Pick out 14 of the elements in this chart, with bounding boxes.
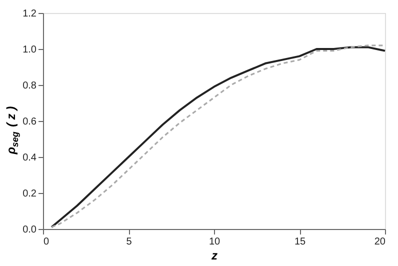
- y-tick-label: 0.6: [22, 116, 37, 128]
- y-tick-label: 0.8: [22, 80, 37, 92]
- x-tick-label: 15: [294, 236, 306, 248]
- y-tick-label: 1.0: [22, 44, 37, 56]
- x-axis-title: z: [210, 248, 218, 262]
- x-tick-label: 20: [374, 236, 386, 248]
- y-tick-label: 1.2: [22, 8, 37, 20]
- y-tick-label: 0.0: [22, 224, 37, 236]
- x-tick-label: 0: [44, 236, 50, 248]
- y-axis-title: ρseg ( z ): [4, 106, 20, 156]
- x-tick-label: 5: [126, 236, 132, 248]
- y-tick-label: 0.4: [22, 152, 37, 164]
- y-tick-label: 0.2: [22, 188, 37, 200]
- x-tick-label: 10: [208, 236, 220, 248]
